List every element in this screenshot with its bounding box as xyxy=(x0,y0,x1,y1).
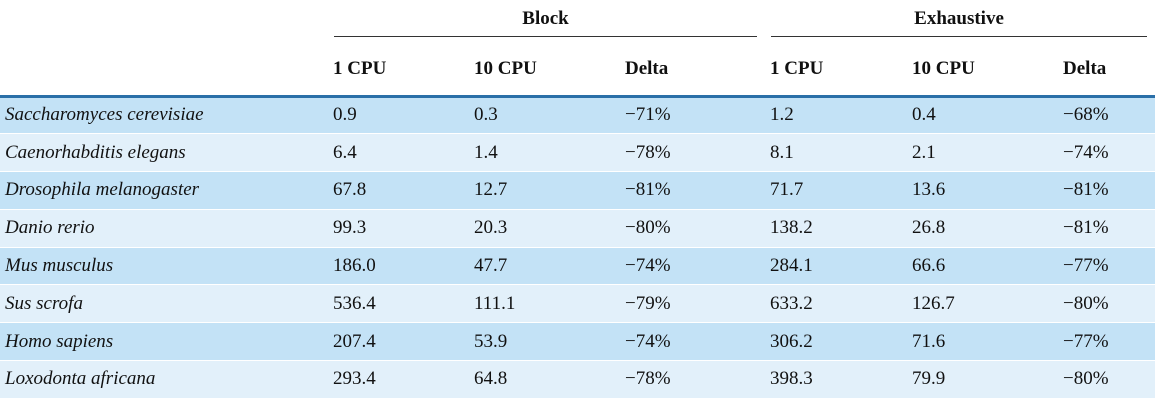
column-header: 1 CPU xyxy=(328,44,469,98)
value-cell: 186.0 xyxy=(333,255,376,277)
group-header: Block xyxy=(328,0,765,44)
value-cell: 71.7 xyxy=(770,179,804,201)
value-cell: 138.2 xyxy=(770,217,813,239)
value-cell: −79% xyxy=(625,292,671,314)
value-cell: 1.4 xyxy=(474,141,498,163)
value-cell: 2.1 xyxy=(912,141,936,163)
value-cell: 398.3 xyxy=(770,368,813,390)
value-cell: −80% xyxy=(1063,292,1109,314)
value-cell: 64.8 xyxy=(474,368,508,390)
table-row: Homo sapiens 207.4 53.9 −74% 306.2 71.6 −77% xyxy=(0,322,1155,361)
table-body: Saccharomyces cerevisiae 0.9 0.3 −71% 1.2 0.4… xyxy=(0,96,1155,399)
species-cell: Sus scrofa xyxy=(5,292,83,314)
value-cell: 12.7 xyxy=(474,179,508,201)
group-header-text: Block xyxy=(334,8,758,37)
empty-header xyxy=(0,44,328,98)
value-cell: 207.4 xyxy=(333,330,376,352)
group-header-text: Exhaustive xyxy=(771,8,1148,37)
value-cell: 293.4 xyxy=(333,368,376,390)
table-row: Sus scrofa 536.4 111.1 −79% 633.2 126.7 −80% xyxy=(0,284,1155,323)
value-cell: −74% xyxy=(625,330,671,352)
column-header-row: 1 CPU 10 CPU Delta 1 CPU 10 CPU Delta xyxy=(0,44,1155,98)
value-cell: −78% xyxy=(625,141,671,163)
value-cell: −81% xyxy=(1063,179,1109,201)
species-cell: Saccharomyces cerevisiae xyxy=(5,104,204,126)
value-cell: −74% xyxy=(1063,141,1109,163)
empty-header xyxy=(0,0,328,44)
value-cell: 8.1 xyxy=(770,141,794,163)
table-row: Drosophila melanogaster 67.8 12.7 −81% 71.7 1… xyxy=(0,171,1155,210)
value-cell: 0.9 xyxy=(333,104,357,126)
column-header: Delta xyxy=(620,44,766,98)
value-cell: 536.4 xyxy=(333,292,376,314)
value-cell: 111.1 xyxy=(474,292,516,314)
value-cell: −80% xyxy=(625,217,671,239)
value-cell: 13.6 xyxy=(912,179,946,201)
table-row: Danio rerio 99.3 20.3 −80% 138.2 26.8 −81% xyxy=(0,209,1155,248)
value-cell: 26.8 xyxy=(912,217,946,239)
value-cell: 126.7 xyxy=(912,292,955,314)
value-cell: −81% xyxy=(1063,217,1109,239)
species-cell: Drosophila melanogaster xyxy=(5,179,200,201)
table-row: Mus musculus 186.0 47.7 −74% 284.1 66.6 −77% xyxy=(0,247,1155,285)
table-row: Saccharomyces cerevisiae 0.9 0.3 −71% 1.2 0.4… xyxy=(0,96,1155,134)
species-cell: Danio rerio xyxy=(5,217,95,239)
value-cell: 67.8 xyxy=(333,179,367,201)
table-row: Loxodonta africana 293.4 64.8 −78% 398.3 79.9… xyxy=(0,360,1155,399)
value-cell: −81% xyxy=(625,179,671,201)
value-cell: 53.9 xyxy=(474,330,508,352)
column-header: 1 CPU xyxy=(765,44,908,98)
species-cell: Mus musculus xyxy=(5,255,114,277)
species-cell: Loxodonta africana xyxy=(5,368,156,390)
value-cell: −74% xyxy=(625,255,671,277)
table-row: Caenorhabditis elegans 6.4 1.4 −78% 8.1 2.1 −7… xyxy=(0,133,1155,172)
species-cell: Caenorhabditis elegans xyxy=(5,141,186,163)
value-cell: 20.3 xyxy=(474,217,508,239)
value-cell: −78% xyxy=(625,368,671,390)
value-cell: −71% xyxy=(625,104,671,126)
column-header: 10 CPU xyxy=(469,44,620,98)
group-header-row: Block Exhaustive xyxy=(0,0,1155,44)
column-header: Delta xyxy=(1058,44,1155,98)
value-cell: 306.2 xyxy=(770,330,813,352)
value-cell: −80% xyxy=(1063,368,1109,390)
value-cell: 71.6 xyxy=(912,330,946,352)
value-cell: 66.6 xyxy=(912,255,946,277)
value-cell: 6.4 xyxy=(333,141,357,163)
value-cell: 0.3 xyxy=(474,104,498,126)
group-header: Exhaustive xyxy=(765,0,1155,44)
table-head: Block Exhaustive 1 CPU 10 CPU Delta 1 CPU 10… xyxy=(0,0,1155,98)
value-cell: −68% xyxy=(1063,104,1109,126)
value-cell: 633.2 xyxy=(770,292,813,314)
value-cell: −77% xyxy=(1063,330,1109,352)
value-cell: 0.4 xyxy=(912,104,936,126)
value-cell: 79.9 xyxy=(912,368,946,390)
value-cell: 1.2 xyxy=(770,104,794,126)
value-cell: −77% xyxy=(1063,255,1109,277)
value-cell: 99.3 xyxy=(333,217,367,239)
value-cell: 284.1 xyxy=(770,255,813,277)
column-header: 10 CPU xyxy=(907,44,1059,98)
value-cell: 47.7 xyxy=(474,255,508,277)
species-cell: Homo sapiens xyxy=(5,330,114,352)
